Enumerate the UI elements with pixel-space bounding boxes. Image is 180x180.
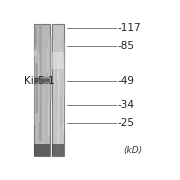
Bar <box>34 82 50 83</box>
Bar <box>34 76 50 78</box>
Bar <box>53 24 64 156</box>
Text: -49: -49 <box>117 75 134 86</box>
Bar <box>53 52 64 69</box>
Bar <box>34 82 50 84</box>
Bar <box>53 144 64 156</box>
Bar <box>34 77 50 78</box>
Bar <box>34 82 50 85</box>
Bar <box>34 78 50 82</box>
Bar <box>34 77 50 78</box>
Text: (kD): (kD) <box>123 146 142 155</box>
Text: -34: -34 <box>117 100 134 110</box>
Text: -117: -117 <box>117 23 141 33</box>
Bar <box>34 76 50 78</box>
Bar <box>34 82 50 84</box>
Bar <box>34 24 50 156</box>
Bar <box>34 82 50 85</box>
Text: Kir5.1: Kir5.1 <box>24 75 55 86</box>
Bar <box>34 144 50 156</box>
Text: -25: -25 <box>117 118 134 129</box>
Text: -85: -85 <box>117 41 134 51</box>
